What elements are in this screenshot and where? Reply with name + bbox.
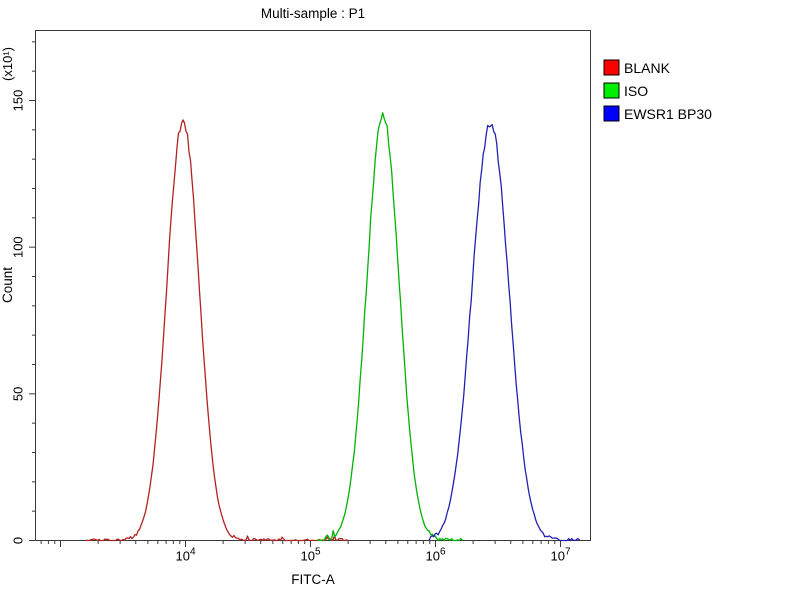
legend-label: BLANK bbox=[624, 60, 671, 76]
legend-label: EWSR1 BP30 bbox=[624, 106, 712, 122]
y-axis: 0 50 100 150 bbox=[11, 41, 36, 544]
legend-swatch bbox=[603, 59, 620, 76]
curve-ewsr1-bp30 bbox=[428, 123, 580, 542]
x-tick-label: 106 bbox=[425, 547, 445, 564]
x-tick-label: 107 bbox=[550, 547, 570, 564]
y-tick-label: 50 bbox=[11, 387, 26, 401]
legend: BLANK ISO EWSR1 BP30 bbox=[603, 59, 712, 122]
histogram-curves bbox=[85, 112, 580, 542]
legend-label: ISO bbox=[624, 83, 648, 99]
legend-item: BLANK bbox=[603, 59, 671, 76]
x-tick-label: 105 bbox=[300, 547, 320, 564]
y-tick-label: 150 bbox=[11, 90, 26, 112]
legend-item: EWSR1 BP30 bbox=[603, 105, 712, 122]
legend-item: ISO bbox=[603, 82, 648, 99]
curve-iso bbox=[316, 112, 463, 542]
x-tick-label: 104 bbox=[175, 547, 195, 564]
plot-area bbox=[35, 30, 591, 541]
chart-title: Multi-sample : P1 bbox=[261, 6, 365, 21]
y-tick-label: 0 bbox=[11, 537, 26, 544]
x-axis-label: FITC-A bbox=[291, 572, 335, 587]
y-axis-label: Count bbox=[0, 267, 15, 303]
curve-blank bbox=[85, 119, 349, 542]
x-axis: 104 105 106 107 bbox=[40, 540, 571, 564]
legend-swatch bbox=[603, 105, 620, 122]
y-axis-multiplier-label: (x10¹) bbox=[0, 47, 15, 81]
y-tick-label: 100 bbox=[11, 236, 26, 258]
legend-swatch bbox=[603, 82, 620, 99]
